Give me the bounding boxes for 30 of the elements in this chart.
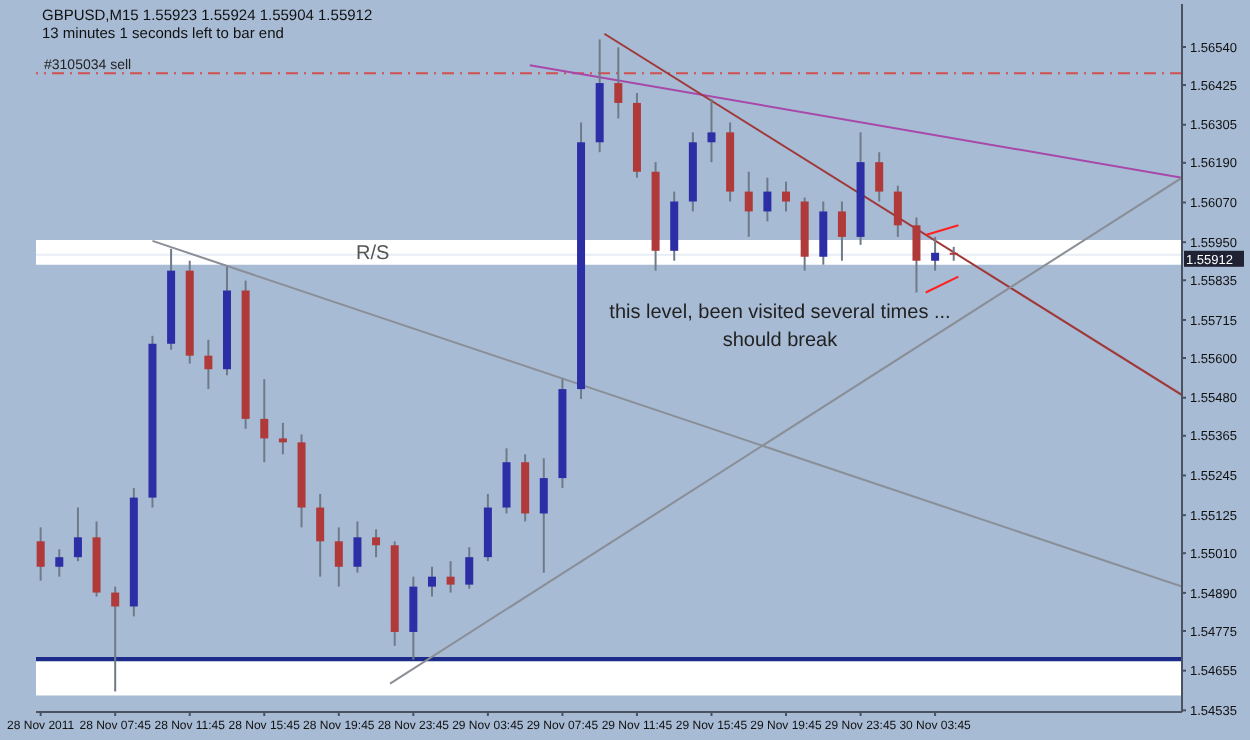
candlestick (744, 170, 753, 238)
candlestick (73, 506, 82, 563)
candlestick (837, 200, 846, 262)
candlestick (707, 97, 716, 164)
candlestick (893, 184, 902, 238)
candlestick (36, 526, 45, 582)
candlestick (465, 546, 474, 590)
candlestick (55, 548, 64, 578)
candlestick (782, 180, 791, 213)
candlestick (875, 151, 884, 203)
candlestick (204, 338, 213, 391)
candlestick (260, 378, 269, 464)
candlestick (278, 421, 287, 456)
candlestick (353, 520, 362, 574)
candlestick (614, 46, 623, 120)
candlestick (912, 216, 921, 294)
candlestick (819, 200, 828, 266)
candlestick (931, 235, 940, 272)
candlestick (334, 526, 343, 588)
candlestick (409, 575, 418, 661)
candlestick (763, 176, 772, 223)
candlestick (111, 585, 120, 693)
candlestick (316, 492, 325, 578)
candlestick (427, 565, 436, 598)
candlestick (446, 560, 455, 594)
annotation: this level, been visited several times ... should break (607, 300, 953, 356)
candlestick (502, 447, 511, 515)
candlestick (539, 457, 548, 574)
band-label: R/S (356, 243, 390, 266)
candlestick (372, 528, 381, 559)
